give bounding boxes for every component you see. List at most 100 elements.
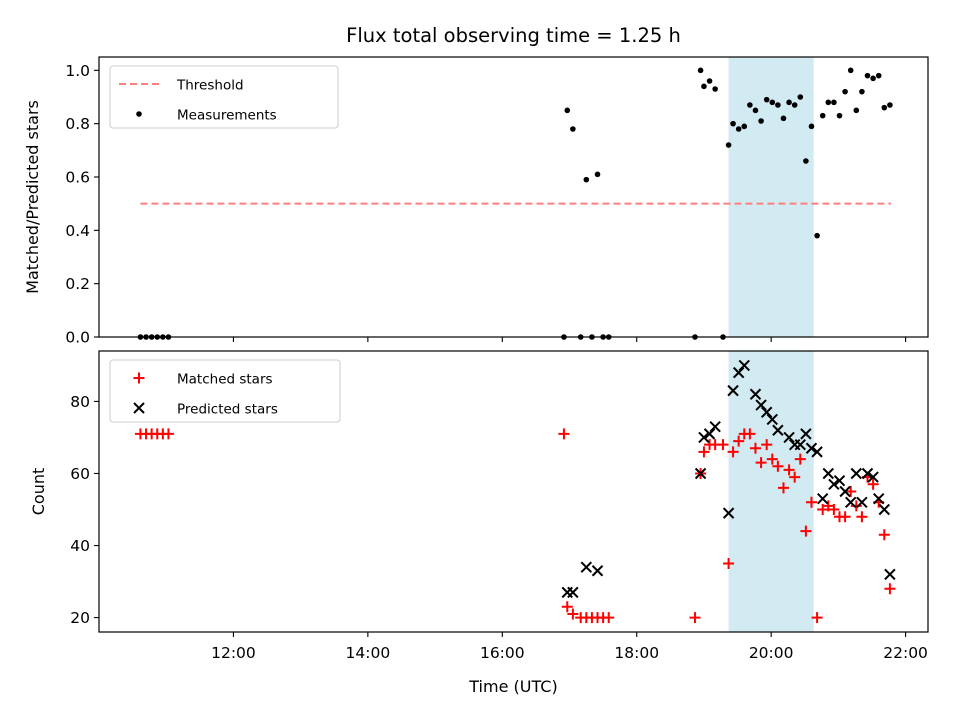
matched-stars-point xyxy=(603,612,615,624)
bottom-panel-frame xyxy=(98,350,929,633)
matched-stars-point xyxy=(567,608,579,620)
matched-stars-point xyxy=(723,558,735,570)
predicted-stars-point xyxy=(878,503,891,516)
measurements-point xyxy=(769,99,776,106)
matched-stars-point xyxy=(867,478,879,490)
predicted-stars-point xyxy=(772,424,784,436)
matched-stars-point xyxy=(811,612,823,624)
predicted-stars-point xyxy=(580,561,593,573)
matched-stars-point xyxy=(817,504,829,516)
measurements-point xyxy=(797,94,804,100)
bottom-legend: Matched stars Predicted stars xyxy=(109,359,341,423)
predicted-stars-point xyxy=(749,388,762,400)
matched-stars-point xyxy=(766,453,778,465)
predicted-stars-point xyxy=(850,467,863,480)
predicted-stars-point xyxy=(760,406,773,418)
legend-measurements-swatch xyxy=(136,111,142,117)
y-tick-label: 0.2 xyxy=(65,275,90,293)
observing-span-bottom xyxy=(728,351,814,632)
predicted-stars-point xyxy=(867,471,879,483)
predicted-stars-point xyxy=(738,359,750,372)
matched-stars-point xyxy=(828,504,840,516)
measurements-point xyxy=(775,102,781,108)
predicted-stars-point xyxy=(794,438,806,451)
predicted-stars-point xyxy=(694,467,707,480)
matched-stars-point xyxy=(162,428,174,440)
legend-predicted-swatch xyxy=(133,402,145,414)
predicted-stars-point xyxy=(873,492,885,505)
matched-stars-point xyxy=(878,529,890,541)
x-axis-label: Time (UTC) xyxy=(468,677,557,696)
matched-stars-point xyxy=(689,612,701,624)
predicted-stars-point xyxy=(839,485,851,498)
matched-stars-point xyxy=(717,439,729,451)
measurements-point xyxy=(808,123,815,130)
legend-entry-label: Measurements xyxy=(177,108,277,124)
top-y-axis-label: Matched/Predicted stars xyxy=(23,100,42,294)
measurements-point xyxy=(791,102,798,108)
y-tick-label: 0.6 xyxy=(65,169,90,187)
measurements-point xyxy=(875,72,882,79)
matched-stars-point xyxy=(805,496,817,508)
predicted-stars-point xyxy=(816,492,829,505)
bottom-y-axis-label: Count xyxy=(29,468,48,516)
matched-stars-point xyxy=(839,511,851,523)
predicted-stars-point xyxy=(732,366,745,379)
y-tick-label: 0.4 xyxy=(65,222,90,240)
y-tick-label: 0.0 xyxy=(65,329,90,347)
predicted-stars-point xyxy=(828,478,840,491)
x-tick-label: 16:00 xyxy=(480,644,525,662)
predicted-stars-point xyxy=(800,428,812,440)
predicted-stars-point xyxy=(822,467,835,480)
matched-stars-point xyxy=(777,482,789,494)
measurements-point xyxy=(697,67,704,74)
x-tick-label: 18:00 xyxy=(614,644,659,662)
y-tick-label: 40 xyxy=(70,537,90,555)
measurements-point xyxy=(730,120,736,127)
measurements-point xyxy=(570,126,576,132)
measurements-point xyxy=(594,171,601,178)
measurements-point xyxy=(741,123,748,130)
measurements-point xyxy=(825,99,832,106)
predicted-stars-point xyxy=(727,384,739,397)
measurements-point xyxy=(864,72,871,79)
measurements-point xyxy=(758,118,764,124)
y-tick-label: 20 xyxy=(70,609,90,627)
matched-stars-point xyxy=(845,486,857,497)
x-tick-label: 14:00 xyxy=(346,644,391,662)
measurements-point xyxy=(706,78,713,84)
measurements-point xyxy=(780,115,787,122)
legend-entry-label: Threshold xyxy=(176,78,244,94)
measurements-point xyxy=(831,99,837,106)
matched-predicted-ratio-panel: 0.0 0.2 0.4 0.6 0.8 1.0 Matched/Predicted sta… xyxy=(23,56,929,347)
matched-stars-point xyxy=(789,471,801,483)
matched-stars-point xyxy=(761,439,773,451)
measurements-point xyxy=(853,107,860,114)
predicted-stars-point xyxy=(783,431,795,444)
measurements-point xyxy=(836,112,843,119)
predicted-stars-point xyxy=(805,442,818,454)
predicted-stars-point xyxy=(884,568,896,581)
measurements-point xyxy=(819,112,826,119)
measurements-point xyxy=(701,83,707,90)
matched-stars-point xyxy=(749,442,761,454)
predicted-stars-point xyxy=(698,431,710,444)
predicted-stars-point xyxy=(755,399,767,411)
measurements-point xyxy=(712,86,718,92)
predicted-stars-point xyxy=(722,507,735,519)
matched-stars-point xyxy=(744,428,756,440)
y-tick-label: 0.8 xyxy=(65,115,90,133)
predicted-stars-point xyxy=(591,565,604,577)
matched-stars-point xyxy=(800,525,812,537)
legend-box xyxy=(109,65,339,129)
matched-stars-point xyxy=(727,446,739,458)
observing-span xyxy=(728,351,814,632)
bottom-panel-marks xyxy=(134,359,896,624)
measurements-point xyxy=(881,104,888,111)
x-tick-label: 12:00 xyxy=(211,644,256,662)
measurements-point xyxy=(803,158,809,164)
measurements-point xyxy=(859,88,865,95)
measurements-point xyxy=(887,102,893,108)
